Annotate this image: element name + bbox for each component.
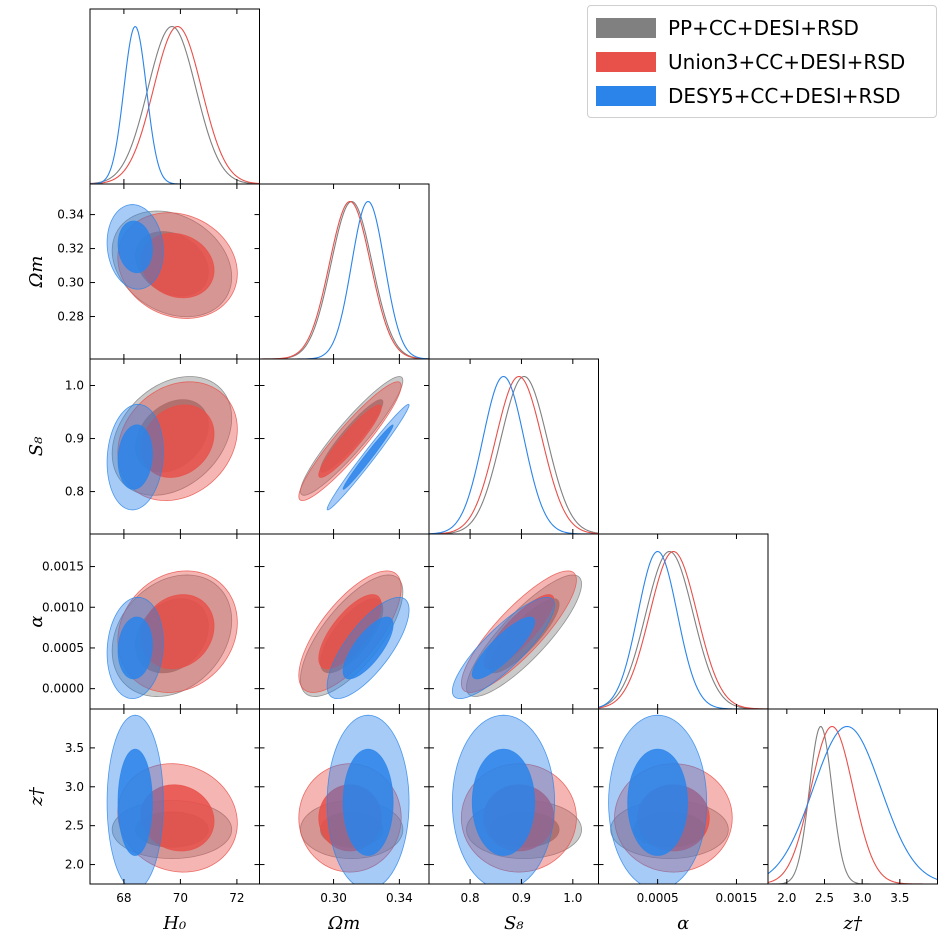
panel-frame-2-2 [428, 358, 599, 535]
x-tick-label-S8-1: 0.9 [512, 891, 531, 905]
marginal-Omega_m [259, 200, 429, 359]
x-axis-label-S8: S₈ [504, 913, 524, 934]
y-tick-label-alpha-3: 0.0015 [42, 560, 84, 574]
legend-label-union3: Union3+CC+DESI+RSD [668, 50, 906, 74]
marginal-curve-desy5-cc-desi-rsd-H0 [90, 25, 260, 184]
marginal-curve-union3-cc-desi-rsd-H0 [90, 25, 260, 184]
contour-68-desy5-cc-desi-rsd-Omega_m-alpha [342, 616, 394, 680]
marginal-curve-pp-cc-desi-rsd-alpha [598, 550, 768, 709]
legend-swatch-pp [596, 18, 656, 38]
x-axis-label-z_t: z† [843, 913, 863, 934]
y-axis-label-S8: S₈ [26, 436, 47, 456]
x-tick-label-S8-0: 0.8 [461, 891, 480, 905]
panel-alpha-vs-z_t [608, 714, 733, 884]
y-tick-label-z_t-1: 2.5 [65, 819, 84, 833]
marginal-curve-union3-cc-desi-rsd-z_t [768, 725, 938, 884]
legend-item-desy5: DESY5+CC+DESI+RSD [596, 84, 901, 108]
y-tick-label-S8-2: 1.0 [65, 379, 84, 393]
marginal-z_t [768, 725, 938, 884]
x-tick-label-S8-2: 1.0 [563, 891, 582, 905]
y-tick-label-Omega_m-1: 0.30 [57, 276, 84, 290]
contour-68-desy5-cc-desi-rsd-S8-alpha [471, 616, 536, 680]
marginal-curve-pp-cc-desi-rsd-S8 [429, 375, 599, 534]
contour-68-desy5-cc-desi-rsd-alpha-z_t [627, 748, 688, 856]
y-axis-label-Omega_m: Ωm [26, 256, 47, 289]
contour-68-union3-cc-desi-rsd-Omega_m-S8 [318, 404, 382, 478]
x-tick-label-z_t-3: 3.5 [890, 891, 909, 905]
panel-H0-vs-Omega_m [106, 204, 238, 319]
panel-H0-vs-S8 [106, 376, 238, 511]
legend: PP+CC+DESI+RSD Union3+CC+DESI+RSD DESY5+… [587, 5, 937, 118]
marginal-curve-desy5-cc-desi-rsd-Omega_m [259, 200, 429, 359]
x-tick-label-H0-0: 68 [116, 891, 131, 905]
legend-item-pp: PP+CC+DESI+RSD [596, 16, 859, 40]
y-tick-label-Omega_m-3: 0.34 [57, 208, 84, 222]
legend-swatch-desy5 [596, 86, 656, 106]
x-tick-label-Omega_m-0: 0.30 [320, 891, 347, 905]
y-axis-label-alpha: α [26, 615, 47, 627]
x-tick-label-H0-1: 70 [173, 891, 188, 905]
marginal-curve-desy5-cc-desi-rsd-S8 [429, 375, 599, 534]
x-tick-label-Omega_m-1: 0.34 [386, 891, 413, 905]
panel-frame-0-0 [89, 8, 260, 185]
x-tick-label-alpha-1: 0.0015 [715, 891, 757, 905]
panel-S8-vs-alpha [451, 570, 582, 700]
marginal-curve-pp-cc-desi-rsd-z_t [768, 725, 938, 884]
y-tick-label-alpha-2: 0.0010 [42, 600, 84, 614]
contour-68-desy5-cc-desi-rsd-H0-Omega_m [117, 220, 153, 274]
y-tick-label-Omega_m-0: 0.28 [57, 310, 84, 324]
x-tick-label-z_t-0: 2.0 [777, 891, 796, 905]
contour-68-desy5-cc-desi-rsd-Omega_m-z_t [342, 748, 394, 856]
marginal-curve-desy5-cc-desi-rsd-z_t [768, 725, 938, 881]
y-tick-label-Omega_m-2: 0.32 [57, 242, 84, 256]
x-axis-label-alpha: α [677, 913, 689, 934]
x-tick-label-H0-2: 72 [229, 891, 244, 905]
y-tick-label-z_t-2: 3.0 [65, 780, 84, 794]
panel-H0-vs-z_t [106, 714, 238, 884]
marginal-curve-union3-cc-desi-rsd-S8 [429, 375, 599, 534]
contour-68-desy5-cc-desi-rsd-Omega_m-S8 [342, 424, 394, 490]
legend-label-pp: PP+CC+DESI+RSD [668, 16, 859, 40]
legend-swatch-union3 [596, 52, 656, 72]
panel-Omega_m-vs-S8 [298, 376, 410, 511]
panel-Omega_m-vs-alpha [298, 570, 410, 700]
y-tick-label-S8-0: 0.8 [65, 485, 84, 499]
marginal-S8 [429, 375, 599, 534]
y-tick-label-z_t-3: 3.5 [65, 741, 84, 755]
contour-68-desy5-cc-desi-rsd-H0-z_t [117, 748, 153, 856]
contour-68-desy5-cc-desi-rsd-H0-S8 [117, 424, 153, 490]
y-tick-label-S8-1: 0.9 [65, 432, 84, 446]
marginal-curve-union3-cc-desi-rsd-alpha [598, 550, 768, 709]
x-tick-label-z_t-1: 2.5 [815, 891, 834, 905]
x-tick-label-z_t-2: 3.0 [853, 891, 872, 905]
x-axis-label-Omega_m: Ωm [327, 913, 360, 934]
x-axis-label-H0: H₀ [162, 913, 186, 934]
legend-label-desy5: DESY5+CC+DESI+RSD [668, 84, 901, 108]
contour-68-desy5-cc-desi-rsd-H0-alpha [117, 616, 153, 680]
marginal-curve-pp-cc-desi-rsd-H0 [90, 25, 260, 184]
y-tick-label-z_t-0: 2.0 [65, 858, 84, 872]
panel-frame-4-4 [767, 708, 938, 885]
marginal-H0 [90, 25, 260, 184]
panel-frame-3-3 [598, 533, 769, 710]
marginal-curve-pp-cc-desi-rsd-Omega_m [259, 200, 429, 359]
legend-item-union3: Union3+CC+DESI+RSD [596, 50, 905, 74]
marginal-curve-union3-cc-desi-rsd-Omega_m [259, 200, 429, 359]
marginal-alpha [598, 550, 768, 709]
panel-H0-vs-alpha [106, 570, 238, 700]
panel-Omega_m-vs-z_t [298, 714, 410, 884]
x-tick-label-alpha-0: 0.0005 [637, 891, 679, 905]
panel-S8-vs-z_t [451, 714, 582, 884]
y-tick-label-alpha-0: 0.0000 [42, 682, 84, 696]
y-tick-label-alpha-1: 0.0005 [42, 641, 84, 655]
y-axis-label-z_t: z† [26, 786, 47, 806]
contour-68-desy5-cc-desi-rsd-S8-z_t [471, 748, 536, 856]
